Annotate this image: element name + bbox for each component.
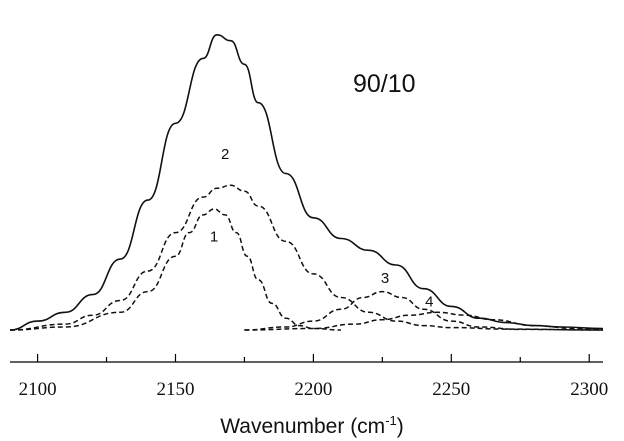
x-tick-label-2300: 2300	[570, 379, 608, 400]
component-curve-1	[9, 184, 604, 331]
x-tick-label-2100: 2100	[19, 379, 57, 400]
x-tick-label-2250: 2250	[432, 379, 470, 400]
peak-labels: 1 2 3 4	[210, 146, 433, 311]
x-tick-labels: 2100 2150 2200 2250 2300	[19, 379, 609, 400]
x-tick-label-2150: 2150	[156, 379, 194, 400]
peak-label-4: 4	[425, 293, 433, 310]
x-axis-title: Wavenumber (cm-1)	[220, 413, 404, 438]
peak-label-1: 1	[210, 228, 218, 245]
sample-label: 90/10	[353, 70, 416, 98]
envelope-curve-0	[9, 33, 604, 331]
component-curve-4	[244, 311, 604, 331]
peak-label-2: 2	[221, 146, 229, 163]
x-ticks	[36, 354, 590, 362]
curves	[9, 33, 604, 331]
component-curve-3	[244, 290, 604, 331]
component-curve-2	[9, 208, 342, 331]
x-tick-label-2200: 2200	[294, 379, 332, 400]
peak-label-3: 3	[381, 270, 389, 287]
